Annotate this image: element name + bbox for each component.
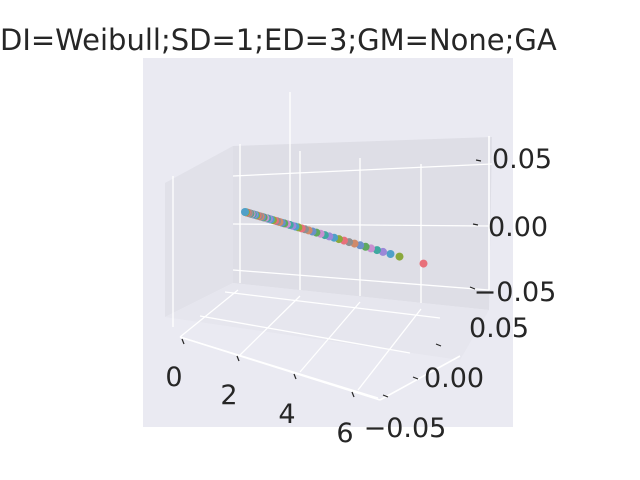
- z-tick-label: −0.05: [474, 277, 557, 308]
- grid-lines: [172, 92, 493, 399]
- tick-marks: [181, 159, 482, 398]
- scatter-points: [241, 208, 428, 268]
- z-tick-label: 0.00: [488, 212, 548, 243]
- y-tick-label: 0.05: [469, 313, 529, 344]
- tick-labels: 0 2 4 6 0.05 0.00 −0.05 0.05 0.00 −0.05: [165, 144, 556, 449]
- y-tick-label: 0.00: [424, 363, 484, 394]
- scatter-point: [373, 246, 381, 255]
- pane-left: [165, 146, 233, 317]
- z-tick-label: 0.05: [492, 144, 552, 175]
- y-tick-label: −0.05: [364, 413, 447, 444]
- x-tick-label: 4: [278, 399, 295, 430]
- axis-spines: [179, 136, 490, 401]
- pane-back: [233, 137, 492, 310]
- chart-title: DI=Weibull;SD=1;ED=3;GM=None;GA: [0, 23, 557, 57]
- scatter-point: [241, 208, 249, 216]
- x-tick-label: 6: [336, 418, 353, 449]
- scatter-point: [379, 247, 387, 256]
- scatter-point: [395, 252, 404, 261]
- x-tick-label: 0: [165, 362, 182, 393]
- x-tick-label: 2: [220, 380, 237, 411]
- scatter-point: [386, 250, 395, 258]
- pane-floor: [165, 283, 489, 360]
- scatter-point: [419, 259, 428, 268]
